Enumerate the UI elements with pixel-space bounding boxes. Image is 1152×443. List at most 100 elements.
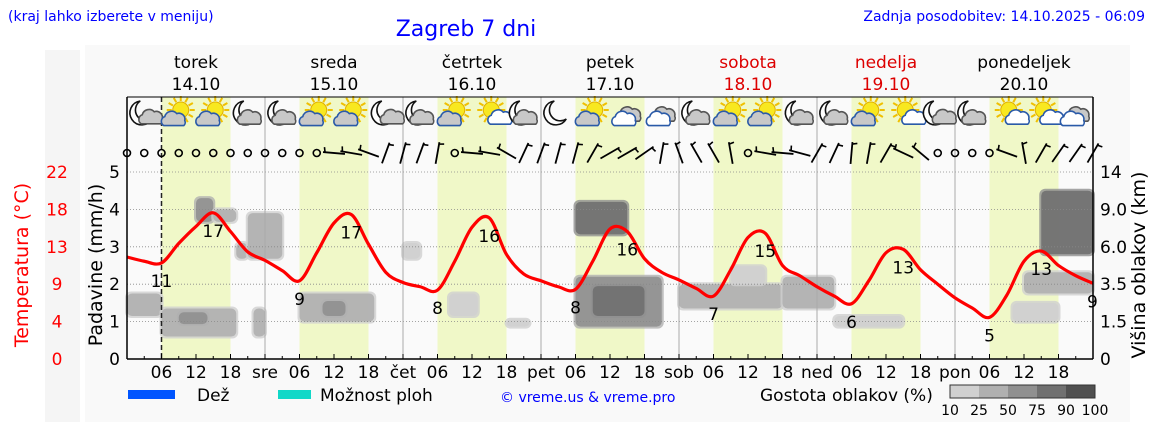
sun-ray [483, 117, 488, 123]
temperature-extreme-label: 7 [708, 305, 719, 325]
cloud-patch [403, 243, 421, 259]
cloud-patch [1012, 302, 1059, 322]
sun-ray [897, 97, 902, 103]
wind-barb-icon [617, 146, 640, 160]
sun-ray [184, 97, 189, 103]
sun-ray [892, 113, 898, 118]
sun-ray [912, 102, 918, 107]
sun-ray [360, 113, 366, 118]
calm-wind-icon [985, 148, 994, 158]
copyright-link[interactable]: © vreme.us & vreme.pro [500, 390, 675, 406]
wind-barb-tick [870, 143, 876, 145]
precipitation-tick-label: 0 [109, 350, 120, 370]
moon-cloud-icon [405, 100, 435, 126]
cloud-patch [730, 266, 766, 285]
cloud-shape [961, 109, 987, 125]
day-date: 20.10 [1000, 75, 1049, 95]
sun-small-cloud-icon [477, 96, 513, 125]
x-tick-label: 18 [634, 363, 656, 383]
moon-cloud-icon [508, 100, 538, 126]
wind-barb-shaft [634, 145, 655, 161]
temperature-extreme-label: 13 [1030, 260, 1052, 280]
cloud-shape [931, 108, 957, 125]
sun-ray [1035, 97, 1040, 103]
wind-barb-shaft [381, 142, 391, 164]
x-tick-label: sre [252, 363, 278, 383]
sun-ray [878, 113, 884, 118]
wind-barb-shaft [1068, 143, 1083, 163]
cloud-height-tick-label: 3.5 [1100, 275, 1127, 295]
calm-wind-icon [312, 148, 322, 158]
wind-barb-shaft [399, 142, 407, 164]
wind-barb-shaft [727, 142, 734, 164]
day-date: 17.10 [586, 75, 635, 95]
wind-barb-icon [322, 147, 346, 155]
sun-ray [464, 102, 470, 107]
cloud-height-tick-label: 9.0 [1100, 200, 1127, 220]
wind-barb-icon [865, 142, 876, 164]
cloud-patch [322, 301, 346, 316]
day-date: 14.10 [172, 75, 221, 95]
x-tick-label: 06 [979, 363, 1001, 383]
rain-legend-label: Dež [197, 386, 230, 406]
wind-barb-icon [771, 147, 794, 155]
calm-wind-icon [139, 148, 149, 158]
temperature-labels: 11179178168167156135139 [151, 222, 1098, 347]
colorbar-tick-label: 100 [1082, 403, 1109, 419]
sun-cloud-icon [574, 96, 609, 127]
day-name: sreda [310, 53, 357, 73]
wind-barb-tick [423, 143, 429, 147]
calm-wind-icon [243, 148, 253, 158]
sun-ray [759, 97, 764, 103]
x-tick-label: 18 [496, 363, 518, 383]
calm-wind-icon [208, 148, 218, 158]
colorbar-border [949, 384, 1096, 399]
wind-barb-icon [754, 146, 777, 156]
sun-ray [770, 97, 776, 103]
wind-barb-tick [497, 143, 502, 149]
cloud-shape [1059, 110, 1085, 127]
cloud-shape [409, 109, 435, 125]
wind-barb-shaft [828, 142, 840, 164]
sun-ray [858, 102, 864, 107]
showers-swatch [278, 390, 311, 399]
colorbar-tick-label: 75 [1028, 403, 1046, 419]
temperature-tick-label: 13 [46, 238, 68, 258]
wind-barb-shaft [460, 151, 484, 155]
colorbar-tick-label: 10 [941, 403, 959, 419]
sun-small-cloud-icon [994, 96, 1030, 125]
wind-barb-shaft [658, 142, 665, 164]
wind-barb-icon [879, 143, 896, 163]
wind-barb-shaft [771, 151, 794, 155]
calm-wind-icon [174, 148, 184, 158]
wind-barb-shaft [478, 150, 501, 156]
temperature-line [126, 211, 1094, 320]
day-name: sobota [719, 53, 777, 73]
calm-wind-icon [260, 148, 270, 158]
daylight-band [713, 97, 783, 359]
wind-barb-tick [1097, 144, 1103, 148]
day-name: torek [174, 53, 218, 73]
cloud-patch [127, 293, 162, 316]
sun-ray [448, 97, 454, 103]
wind-barb-tick [1045, 144, 1051, 148]
temperature-axis-label: Temperatura (°C) [11, 183, 33, 348]
x-tick-label: 18 [358, 363, 380, 383]
x-tick-label: 12 [185, 363, 207, 383]
wind-barb-icon [399, 142, 411, 164]
wind-barb-icon [996, 144, 1018, 158]
cloud-shape [712, 110, 738, 127]
sun-ray [188, 102, 194, 107]
day-name: ponedeljek [977, 53, 1071, 73]
colorbar-tick-label: 90 [1057, 403, 1075, 419]
sun-ray [306, 102, 312, 107]
cloud-density-colorbar: 10 25 50 75 90 100 [941, 384, 1109, 419]
calm-wind-icon [933, 148, 943, 158]
wind-barb-icon [571, 142, 583, 164]
cloud-shape [645, 110, 671, 127]
wind-barb-shaft [322, 151, 346, 155]
wind-barb-tick [323, 147, 326, 153]
location-hint[interactable]: (kraj lahko izberete v meniju) [8, 9, 214, 25]
cloud-shape [747, 110, 773, 127]
sun-ray [862, 97, 868, 103]
